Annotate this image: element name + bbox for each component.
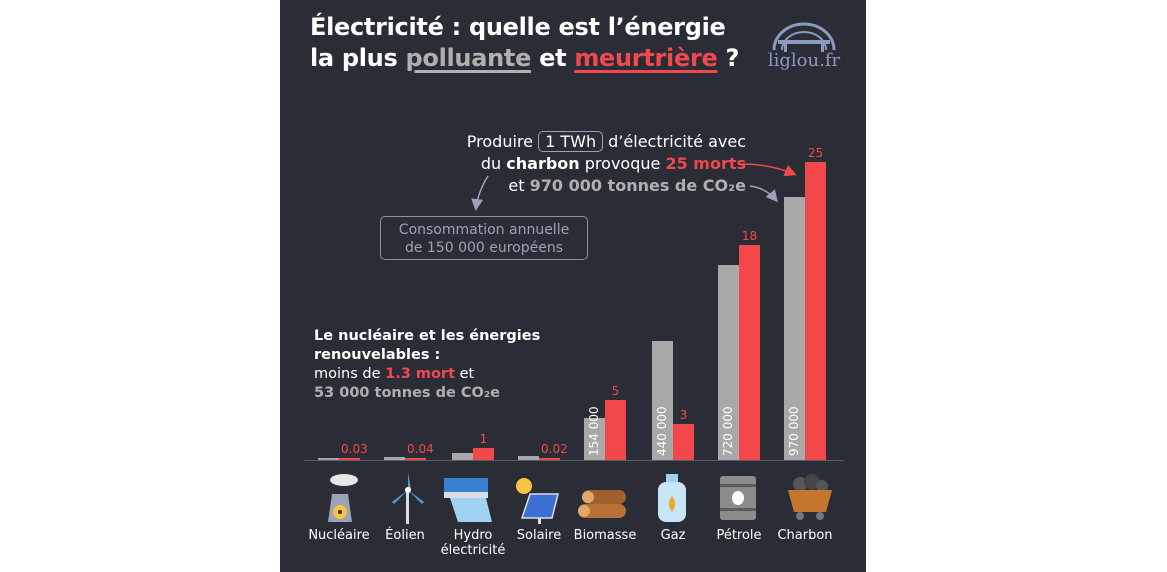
oil-barrel-icon bbox=[720, 476, 756, 520]
deaths-value-label-petrole: 18 bbox=[741, 229, 758, 244]
co2-bar-biomasse bbox=[584, 418, 605, 460]
callout-line-2-mid: provoque bbox=[579, 154, 666, 173]
callout-line-2: du charbon provoque 25 morts bbox=[390, 153, 746, 175]
wood-logs-icon bbox=[578, 490, 626, 518]
category-label-line: Charbon bbox=[777, 528, 833, 543]
callout-line-3: et 970 000 tonnes de CO₂e bbox=[390, 175, 746, 197]
category-label-charbon: Charbon bbox=[765, 528, 845, 543]
consumption-line-2: de 150 000 européens bbox=[404, 240, 564, 256]
nuclear-note-co2: 53 000 tonnes de CO₂e bbox=[314, 385, 501, 401]
solar-panel-icon bbox=[516, 478, 559, 524]
nuclear-note-deaths: 1.3 mort bbox=[385, 366, 456, 382]
arrow-to-co2-bar bbox=[749, 185, 778, 203]
category-label-petrole: Pétrole bbox=[699, 528, 779, 543]
co2-bar-petrole bbox=[718, 264, 739, 460]
callout-charbon: charbon bbox=[506, 154, 580, 173]
nuclear-plant-icon bbox=[328, 474, 358, 522]
category-label-line: Biomasse bbox=[573, 528, 637, 543]
category-label-gaz: Gaz bbox=[633, 528, 713, 543]
deaths-bar-eolien bbox=[405, 458, 426, 460]
title-line-2-end: ? bbox=[717, 44, 740, 72]
logo-text: liglou.fr bbox=[767, 50, 841, 71]
co2-bar-eolien bbox=[384, 457, 405, 460]
title-line-1: Électricité : quelle est l’énergie bbox=[310, 13, 726, 41]
charbon-callout: Produire 1 TWh d’électricité avec du cha… bbox=[390, 131, 746, 197]
co2-value-label-gaz: 440 000 bbox=[655, 406, 669, 456]
category-label-line: électricité bbox=[440, 543, 506, 558]
nuclear-note-post: et bbox=[455, 366, 475, 382]
x-axis-baseline bbox=[304, 460, 844, 461]
nuclear-note-line-2: renouvelables : bbox=[314, 347, 441, 363]
callout-line-2-pre: du bbox=[480, 154, 507, 173]
hydro-dam-icon bbox=[444, 478, 492, 522]
category-label-biomasse: Biomasse bbox=[565, 528, 645, 543]
title-line-2: la plus polluante et meurtrière ? bbox=[310, 43, 739, 74]
coal-cart-icon bbox=[788, 474, 832, 520]
title-word-meurtriere: meurtrière bbox=[574, 44, 718, 72]
deaths-bar-hydro-electricite bbox=[473, 448, 494, 460]
nuclear-note-line-3: moins de 1.3 mort et bbox=[314, 365, 574, 384]
deaths-bar-solaire bbox=[539, 458, 560, 460]
category-label-line: Éolien bbox=[385, 528, 425, 543]
nuclear-note: Le nucléaire et les énergies renouvelabl… bbox=[314, 327, 574, 403]
callout-pre: Produire bbox=[466, 132, 539, 151]
category-label-hydro-electricite: Hydro électricité bbox=[433, 528, 513, 558]
deaths-value-label-gaz: 3 bbox=[679, 408, 688, 423]
co2-value-label-petrole: 720 000 bbox=[721, 406, 735, 456]
co2-value-label-biomasse: 154 000 bbox=[587, 406, 601, 456]
deaths-value-label-eolien: 0.04 bbox=[407, 442, 434, 456]
co2-value-label-charbon: 970 000 bbox=[787, 406, 801, 456]
callout-line-1: Produire 1 TWh d’électricité avec bbox=[390, 131, 746, 153]
deaths-bar-biomasse bbox=[605, 400, 626, 460]
category-label-line: Pétrole bbox=[716, 528, 762, 543]
consumption-box: Consommation annuelle de 150 000 europée… bbox=[380, 216, 588, 260]
title-line-2-start: la plus bbox=[310, 44, 406, 72]
liglou-logo-icon bbox=[772, 22, 836, 52]
deaths-value-label-solaire: 0.02 bbox=[541, 442, 568, 456]
deaths-bar-gaz bbox=[673, 424, 694, 460]
co2-bar-nucleaire bbox=[318, 458, 339, 460]
category-label-line: Hydro bbox=[453, 528, 493, 543]
callout-post: d’électricité avec bbox=[603, 132, 746, 151]
deaths-bar-nucleaire bbox=[339, 458, 360, 460]
page-title: Électricité : quelle est l’énergie la pl… bbox=[310, 12, 739, 74]
nuclear-note-pre: moins de bbox=[314, 366, 386, 382]
callout-line-3-pre: et bbox=[508, 176, 530, 195]
co2-bar-charbon bbox=[784, 197, 805, 460]
title-line-2-mid: et bbox=[531, 44, 575, 72]
gas-bottle-icon bbox=[658, 474, 686, 522]
deaths-value-label-nucleaire: 0.03 bbox=[341, 442, 368, 456]
category-label-line: Gaz bbox=[660, 528, 686, 543]
category-label-line: Solaire bbox=[516, 528, 562, 543]
deaths-value-label-charbon: 25 bbox=[807, 146, 824, 160]
co2-bar-solaire bbox=[518, 455, 539, 460]
category-label-eolien: Éolien bbox=[365, 528, 445, 543]
deaths-bar-charbon bbox=[805, 162, 826, 460]
nuclear-note-line-1: Le nucléaire et les énergies bbox=[314, 328, 541, 344]
deaths-bar-petrole bbox=[739, 245, 760, 460]
arrow-to-deaths-bar bbox=[741, 163, 797, 177]
title-word-polluante: polluante bbox=[405, 44, 532, 72]
category-label-line: Nucléaire bbox=[308, 528, 370, 543]
category-label-nucleaire: Nucléaire bbox=[299, 528, 379, 543]
co2-bar-hydro-electricite bbox=[452, 453, 473, 460]
category-label-solaire: Solaire bbox=[499, 528, 579, 543]
infographic-panel: Électricité : quelle est l’énergie la pl… bbox=[280, 0, 866, 572]
consumption-line-1: Consommation annuelle bbox=[398, 222, 570, 238]
co2-bar-gaz bbox=[652, 340, 673, 460]
deaths-value-label-biomasse: 5 bbox=[611, 384, 620, 399]
wind-turbine-icon bbox=[392, 472, 424, 524]
twh-box: 1 TWh bbox=[538, 131, 604, 152]
deaths-value-label-hydro-electricite: 1 bbox=[479, 432, 488, 447]
callout-co2: 970 000 tonnes de CO₂e bbox=[529, 176, 746, 195]
callout-deaths: 25 morts bbox=[665, 154, 746, 173]
